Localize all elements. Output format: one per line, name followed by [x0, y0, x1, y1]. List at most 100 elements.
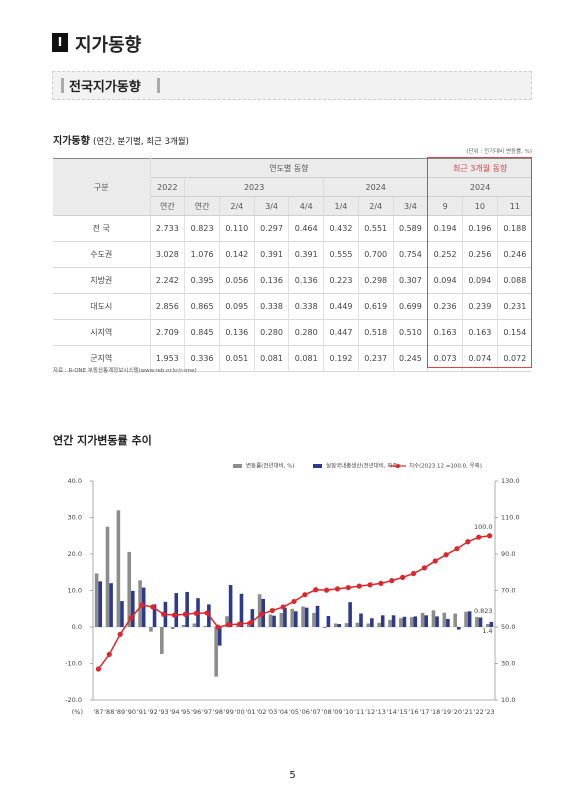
- x-tick-label: '19: [441, 708, 451, 716]
- bar: [344, 623, 349, 627]
- cell: 2.242: [150, 267, 186, 294]
- stub-header: 구분: [53, 158, 151, 216]
- x-tick-label: '13: [376, 708, 386, 716]
- cell: 0.163: [427, 319, 463, 346]
- bar: [435, 616, 439, 627]
- y2-tick-label: 90.0: [501, 550, 515, 558]
- x-tick-label: '99: [224, 708, 234, 716]
- bar: [442, 612, 447, 627]
- x-tick-label: '96: [191, 708, 201, 716]
- cell: 0.237: [358, 345, 394, 372]
- data-row: 전 국 2.733 0.823 0.110 0.297 0.464 0.432 0.551 0.…: [53, 215, 532, 242]
- table-note: (연간, 분기별, 최근 3개월): [93, 137, 189, 147]
- bar: [239, 593, 244, 627]
- data-table: 구분 연도별 동향 최근 3개월 동향 2022 2023 2024 2024 연간 연간 2/4…: [53, 158, 532, 372]
- cell: 0.510: [393, 319, 429, 346]
- bar: [105, 526, 110, 627]
- point: [247, 620, 254, 626]
- cell: 0.163: [462, 319, 498, 346]
- cell: 0.110: [219, 215, 255, 242]
- point: [432, 558, 438, 564]
- point: [291, 598, 297, 605]
- cell: 0.095: [219, 293, 255, 320]
- bar: [391, 615, 396, 627]
- bar: [116, 510, 121, 627]
- point: [345, 584, 351, 591]
- bar: [446, 618, 450, 627]
- x-tick-label: '92: [148, 708, 158, 716]
- period-header: 4/4: [288, 196, 325, 216]
- legend-swatch: [313, 464, 322, 468]
- bar: [225, 616, 229, 627]
- bar: [228, 585, 233, 627]
- bar: [98, 581, 103, 627]
- cell: 0.196: [462, 215, 498, 242]
- period-header: 2/4: [219, 196, 255, 216]
- year-header: 2024: [323, 177, 429, 197]
- point: [182, 611, 188, 617]
- point: [161, 611, 167, 617]
- x-tick-label: '04: [278, 708, 288, 716]
- cell: 0.094: [427, 267, 463, 294]
- bar: [485, 623, 490, 627]
- cell: 0.464: [288, 215, 325, 242]
- bar: [323, 627, 327, 629]
- x-tick-label: '91: [137, 708, 147, 716]
- data-row: 지방권 2.242 0.395 0.056 0.136 0.136 0.223 0.298 0.…: [53, 267, 532, 294]
- cell: 0.391: [288, 241, 325, 268]
- data-row: 수도권 3.028 1.076 0.142 0.391 0.391 0.555 0.700 0.…: [53, 241, 532, 268]
- row-name: 지방권: [53, 267, 151, 294]
- cell: 0.223: [323, 267, 359, 294]
- cell: 0.551: [358, 215, 394, 242]
- chapter-title: 지가동향: [75, 35, 142, 56]
- cell: 2.709: [150, 319, 186, 346]
- bar: [402, 616, 407, 627]
- y2-tick-label: 30.0: [501, 660, 515, 668]
- bar: [301, 606, 305, 627]
- point: [476, 534, 482, 540]
- x-tick-label: '09: [332, 708, 342, 716]
- row-name: 수도권: [53, 241, 151, 268]
- x-tick-label: '89: [115, 708, 125, 716]
- table-heading: 지가동향 (연간, 분기별, 최근 3개월): [53, 132, 189, 147]
- point: [302, 592, 308, 598]
- section-bar: [157, 78, 160, 93]
- point: [106, 651, 112, 657]
- cell: 0.865: [184, 293, 220, 320]
- data-label: 100.0: [474, 523, 493, 531]
- x-tick-label: '14: [387, 708, 397, 716]
- bar: [192, 623, 197, 627]
- cell: 0.338: [288, 293, 325, 320]
- point: [367, 582, 373, 588]
- bar: [348, 602, 352, 627]
- point: [171, 612, 178, 618]
- row-name: 전 국: [53, 215, 151, 242]
- x-tick-label: '07: [311, 708, 321, 716]
- cell: 0.094: [462, 267, 498, 294]
- data-row: 군지역 1.953 0.336 0.051 0.081 0.081 0.192 0.237 0.…: [53, 345, 532, 372]
- data-label: 0.823: [474, 607, 493, 615]
- data-row: 시지역 2.709 0.845 0.136 0.280 0.280 0.447 0.518 0.…: [53, 319, 532, 346]
- bar: [370, 618, 374, 627]
- cell: 0.239: [462, 293, 498, 320]
- point: [269, 607, 275, 614]
- bar: [203, 625, 208, 627]
- x-tick-label: '93: [159, 708, 169, 716]
- point: [356, 583, 362, 589]
- y2-tick-label: 130.0: [501, 477, 520, 485]
- bar: [214, 627, 218, 677]
- cell: 0.619: [358, 293, 394, 320]
- group-header: 최근 3개월 동향: [427, 158, 532, 178]
- header-row: 구분 연도별 동향 최근 3개월 동향: [53, 158, 532, 216]
- bar: [290, 608, 294, 627]
- year-header: 2024: [427, 177, 532, 197]
- page-number: 5: [289, 770, 296, 781]
- bar: [489, 621, 494, 627]
- x-tick-label: '11: [354, 708, 364, 716]
- bar: [312, 612, 316, 627]
- x-tick-label: '98: [213, 708, 223, 716]
- bar: [170, 627, 175, 630]
- cell: 0.051: [219, 345, 255, 372]
- bar: [424, 615, 428, 627]
